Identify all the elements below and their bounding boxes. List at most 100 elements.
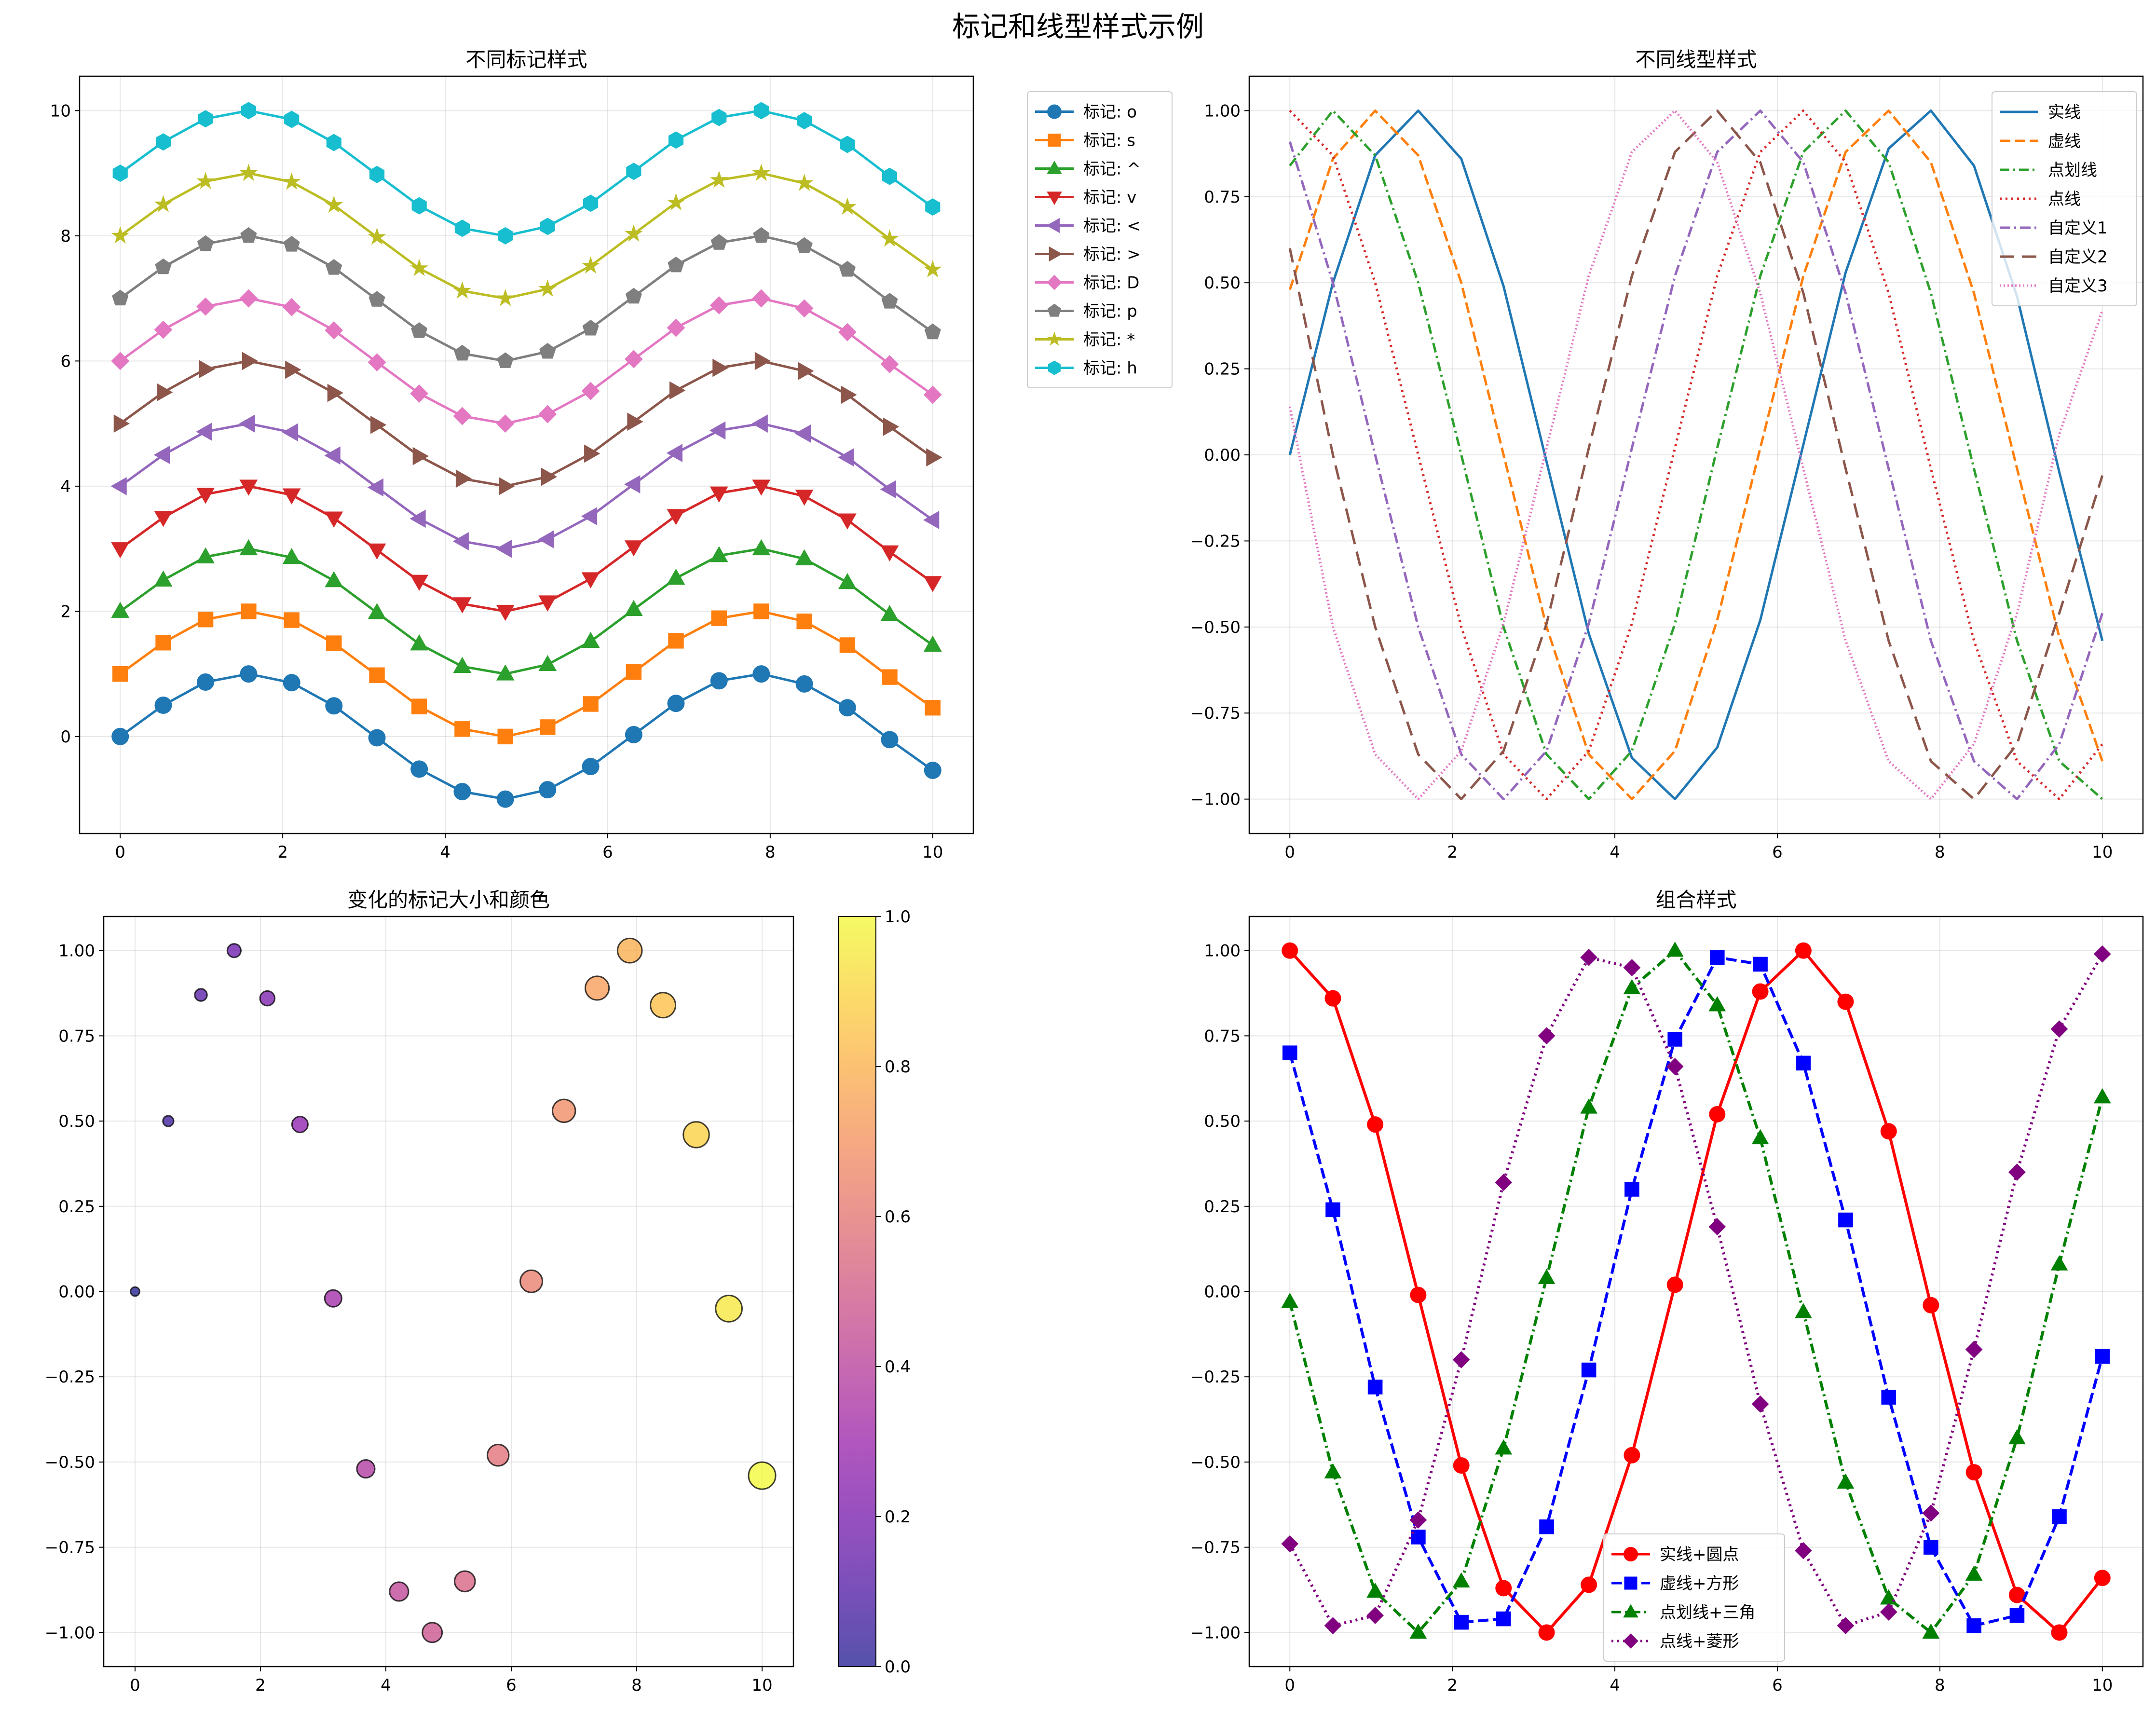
data-point <box>540 218 555 235</box>
x-tick-label: 6 <box>506 1676 517 1695</box>
data-point <box>796 237 813 253</box>
y-tick-label: 4 <box>60 477 71 496</box>
data-point <box>1454 1614 1469 1630</box>
data-point <box>581 572 600 588</box>
data-point <box>284 612 300 628</box>
series-line <box>1288 956 2104 1628</box>
data-point <box>1581 1576 1597 1593</box>
legend-item: 点划线 <box>2000 161 2097 180</box>
y-tick-label: 1.00 <box>1204 101 1241 121</box>
data-point <box>2050 1020 2068 1038</box>
data-point <box>259 990 276 1007</box>
data-point <box>410 634 429 651</box>
colorbar-tick-label: 1.0 <box>885 907 911 927</box>
chart-title: 不同线型样式 <box>1635 48 1757 71</box>
data-point <box>1708 996 1726 1012</box>
data-point <box>497 728 513 745</box>
data-point <box>583 696 599 712</box>
data-point <box>1324 990 1341 1007</box>
data-point <box>839 637 856 653</box>
data-point <box>541 467 558 486</box>
series-line <box>1288 109 2104 801</box>
data-point <box>585 975 610 1001</box>
y-tick-label: −0.50 <box>45 1453 95 1472</box>
x-tick-label: 4 <box>440 843 450 862</box>
data-point <box>2052 1509 2067 1524</box>
data-point <box>153 446 170 464</box>
data-point <box>110 477 127 495</box>
data-point <box>754 352 771 370</box>
x-tick-label: 0 <box>115 843 125 862</box>
data-point <box>154 320 173 339</box>
data-point <box>838 513 857 530</box>
y-tick-label: 6 <box>60 352 71 371</box>
legend-label: 标记: < <box>1083 217 1141 236</box>
data-point <box>551 1098 576 1123</box>
data-point <box>667 568 685 585</box>
legend-label: 标记: ^ <box>1083 160 1141 179</box>
y-tick-label: −0.50 <box>1190 1453 1241 1472</box>
plot-area <box>1288 109 2104 801</box>
axes-frame <box>79 75 974 834</box>
data-point <box>389 1581 409 1602</box>
data-point <box>838 699 856 717</box>
y-tick-label: 0.75 <box>1204 188 1241 207</box>
data-point <box>2008 1163 2026 1181</box>
legend-item: 实线 <box>2000 103 2081 122</box>
data-point <box>197 612 214 628</box>
data-point <box>410 575 429 591</box>
data-point <box>1965 1565 1983 1581</box>
series <box>1282 950 2110 1633</box>
x-tick-label: 8 <box>1935 843 1945 862</box>
x-tick-label: 0 <box>1284 843 1295 862</box>
data-point <box>538 279 557 297</box>
data-point <box>112 289 129 306</box>
legend-label: 标记: D <box>1083 274 1139 293</box>
data-point <box>111 727 129 745</box>
data-point <box>111 352 130 370</box>
legend-item: 标记: s <box>1035 131 1135 150</box>
data-point <box>1581 1362 1597 1378</box>
data-point <box>1367 1380 1383 1395</box>
data-point <box>582 758 600 776</box>
data-point <box>838 573 857 589</box>
data-point <box>624 540 643 557</box>
x-tick-label: 6 <box>1772 1676 1783 1695</box>
data-point <box>1580 948 1597 966</box>
data-point <box>2095 1349 2110 1364</box>
data-point <box>1795 942 1812 959</box>
y-tick-label: −0.75 <box>1190 704 1241 723</box>
legend-item: 自定义1 <box>2000 219 2108 238</box>
legend-item: 实线+圆点 <box>1611 1545 1739 1564</box>
data-point <box>715 1294 743 1323</box>
legend-marker <box>1623 1633 1638 1649</box>
data-point <box>880 480 896 499</box>
data-point <box>882 167 898 185</box>
data-point <box>798 362 814 381</box>
data-point <box>712 358 729 377</box>
data-point <box>752 539 771 556</box>
data-point <box>1495 1439 1513 1455</box>
data-point <box>1624 1182 1639 1197</box>
data-point <box>282 172 301 190</box>
data-point <box>924 761 942 779</box>
data-point <box>616 937 643 964</box>
data-point <box>627 412 643 431</box>
series-line <box>1288 109 2104 801</box>
data-point <box>883 417 900 436</box>
colorbar-tick-label: 0.4 <box>885 1357 911 1377</box>
data-point <box>753 102 769 120</box>
y-tick-label: 0.50 <box>1204 274 1241 293</box>
data-point <box>422 1622 443 1643</box>
data-point <box>367 478 384 497</box>
y-tick-label: 1.00 <box>1204 942 1241 961</box>
legend-label: 点划线+三角 <box>1660 1603 1756 1622</box>
chart-title: 变化的标记大小和颜色 <box>347 888 550 912</box>
data-point <box>752 289 771 308</box>
legend-item: 标记: > <box>1035 245 1141 264</box>
data-point <box>838 448 854 467</box>
data-point <box>1965 1341 1983 1358</box>
data-point <box>538 595 557 612</box>
legend-marker <box>1624 1547 1638 1561</box>
